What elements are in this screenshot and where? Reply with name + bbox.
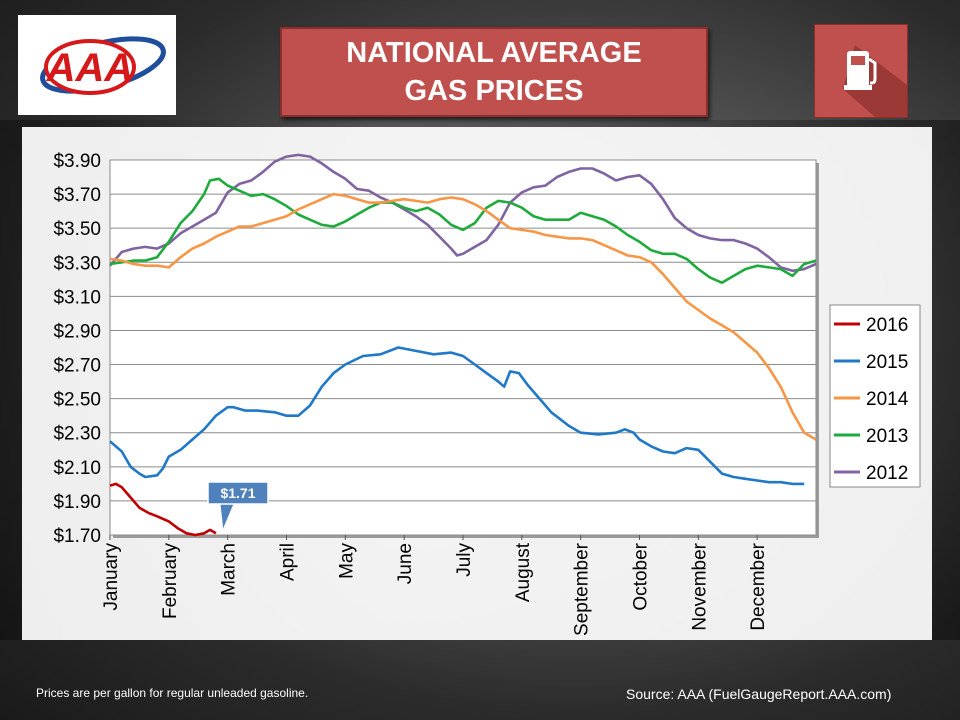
y-tick-label: $1.70 — [53, 526, 101, 547]
aaa-logo: AAA — [18, 15, 176, 115]
footer-source: Source: AAA (FuelGaugeReport.AAA.com) — [626, 686, 892, 702]
series-line-2014 — [109, 192, 817, 441]
page-title: NATIONAL AVERAGE GAS PRICES — [346, 37, 642, 107]
chart-panel: $1.70 $1.90 $2.10 $2.30 $2.50 $2.70 $2.90 $3.10… — [22, 127, 932, 640]
series-line-2015 — [109, 346, 805, 486]
x-tick-label: December — [748, 542, 769, 630]
y-tick-label: $3.30 — [53, 253, 101, 274]
x-tick-label: February — [160, 543, 181, 620]
legend-label-2014: 2014 — [866, 389, 909, 410]
y-tick-label: $3.10 — [53, 287, 101, 308]
legend-label-2015: 2015 — [866, 352, 908, 373]
series-line-2016 — [109, 482, 217, 537]
x-tick-label: November — [689, 542, 710, 630]
pump-badge — [814, 24, 908, 118]
gas-price-line-chart: $1.70 $1.90 $2.10 $2.30 $2.50 $2.70 $2.90 $3.10… — [53, 151, 921, 636]
title-banner: NATIONAL AVERAGE GAS PRICES — [280, 27, 708, 117]
annotation-label: $1.71 — [220, 485, 255, 501]
y-tick-label: $3.70 — [53, 185, 101, 206]
x-tick-label: May — [336, 543, 357, 579]
x-tick-label: July — [454, 543, 475, 577]
legend-box — [829, 304, 921, 488]
legend-label-2016: 2016 — [866, 315, 908, 336]
x-tick-label: March — [219, 543, 240, 596]
y-tick-label: $2.90 — [53, 321, 101, 342]
x-tick-label: June — [395, 543, 416, 584]
x-tick-label: October — [631, 542, 652, 610]
legend-label-2013: 2013 — [866, 426, 908, 447]
x-tick-label: September — [572, 542, 593, 636]
legend-label-2012: 2012 — [866, 463, 908, 484]
y-tick-label: $3.50 — [53, 219, 101, 240]
y-tick-label: $2.50 — [53, 390, 101, 411]
y-tick-label: $2.70 — [53, 356, 101, 377]
y-tick-label: $2.10 — [53, 458, 101, 479]
x-tick-label: April — [278, 543, 299, 581]
gas-pump-icon — [843, 45, 907, 117]
series-line-2012 — [109, 153, 817, 273]
y-tick-label: $3.90 — [53, 151, 101, 172]
y-tick-label: $2.30 — [53, 424, 101, 445]
x-tick-label: August — [513, 542, 534, 602]
series-line-2013 — [109, 177, 817, 284]
plot-area — [109, 159, 817, 536]
annotation-box — [207, 481, 269, 505]
x-tick-label: January — [101, 543, 122, 611]
y-tick-label: $1.90 — [53, 492, 101, 513]
footer-note: Prices are per gallon for regular unlead… — [36, 686, 309, 700]
logo-text: AAA — [46, 46, 134, 90]
